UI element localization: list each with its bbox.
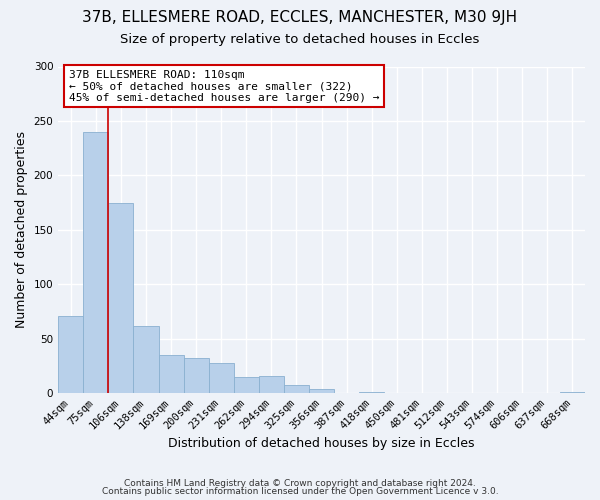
- Bar: [83, 132, 109, 393]
- Bar: [58, 316, 83, 393]
- Bar: [359, 392, 385, 393]
- Text: Contains public sector information licensed under the Open Government Licence v : Contains public sector information licen…: [101, 487, 499, 496]
- Bar: [184, 358, 209, 393]
- Bar: [259, 376, 284, 393]
- Text: Contains HM Land Registry data © Crown copyright and database right 2024.: Contains HM Land Registry data © Crown c…: [124, 478, 476, 488]
- Bar: [560, 392, 585, 393]
- Y-axis label: Number of detached properties: Number of detached properties: [15, 131, 28, 328]
- Bar: [284, 386, 309, 393]
- X-axis label: Distribution of detached houses by size in Eccles: Distribution of detached houses by size …: [169, 437, 475, 450]
- Bar: [109, 202, 133, 393]
- Text: Size of property relative to detached houses in Eccles: Size of property relative to detached ho…: [121, 32, 479, 46]
- Bar: [234, 376, 259, 393]
- Bar: [133, 326, 158, 393]
- Text: 37B, ELLESMERE ROAD, ECCLES, MANCHESTER, M30 9JH: 37B, ELLESMERE ROAD, ECCLES, MANCHESTER,…: [82, 10, 518, 25]
- Bar: [158, 355, 184, 393]
- Bar: [209, 362, 234, 393]
- Bar: [309, 388, 334, 393]
- Text: 37B ELLESMERE ROAD: 110sqm
← 50% of detached houses are smaller (322)
45% of sem: 37B ELLESMERE ROAD: 110sqm ← 50% of deta…: [69, 70, 379, 103]
